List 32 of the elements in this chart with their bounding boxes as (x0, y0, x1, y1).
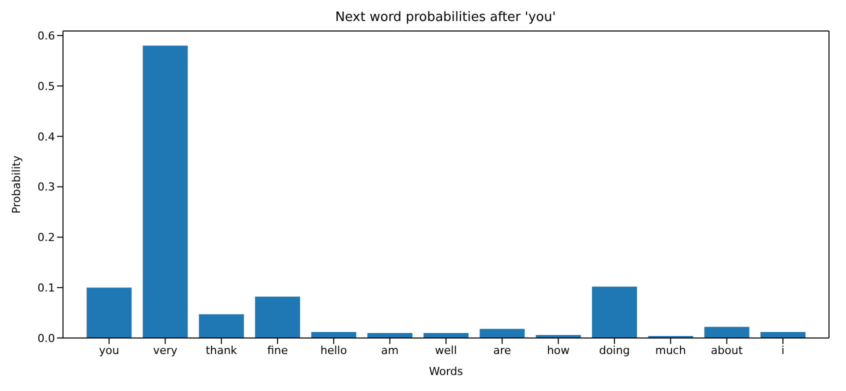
bar (86, 288, 132, 338)
bar (760, 332, 806, 338)
x-axis-title: Words (428, 365, 464, 378)
x-tick-label: hello (320, 344, 348, 357)
bar (704, 326, 750, 338)
x-tick-label: much (655, 344, 686, 357)
chart-title: Next word probabilities after 'you' (334, 10, 557, 25)
x-tick-label: thank (206, 344, 238, 357)
x-tick-label: about (710, 344, 744, 357)
bar (142, 46, 188, 338)
x-tick-label: i (781, 344, 784, 357)
y-tick-label: 0.4 (38, 130, 55, 144)
x-tick-label: well (435, 344, 457, 357)
bar (255, 296, 300, 338)
x-tick-label: fine (267, 344, 288, 357)
y-tick-label: 0.1 (38, 281, 55, 294)
x-tick-label: are (493, 344, 512, 357)
y-tick-label: 0.6 (38, 29, 55, 42)
x-tick-label: am (381, 344, 399, 357)
x-tick-label: doing (599, 344, 630, 357)
y-tick-label: 0.5 (38, 80, 55, 93)
x-tick-label: very (153, 344, 178, 357)
y-axis-title: Probability (10, 154, 23, 214)
y-tick-label: 0.0 (38, 332, 55, 345)
bar (592, 286, 637, 338)
bar (480, 328, 525, 338)
x-tick-label: you (98, 344, 120, 357)
bar (198, 314, 244, 338)
x-tick-label: how (546, 344, 570, 357)
y-tick-label: 0.3 (38, 180, 55, 194)
bar (311, 332, 356, 338)
y-tick-label: 0.2 (38, 231, 55, 244)
